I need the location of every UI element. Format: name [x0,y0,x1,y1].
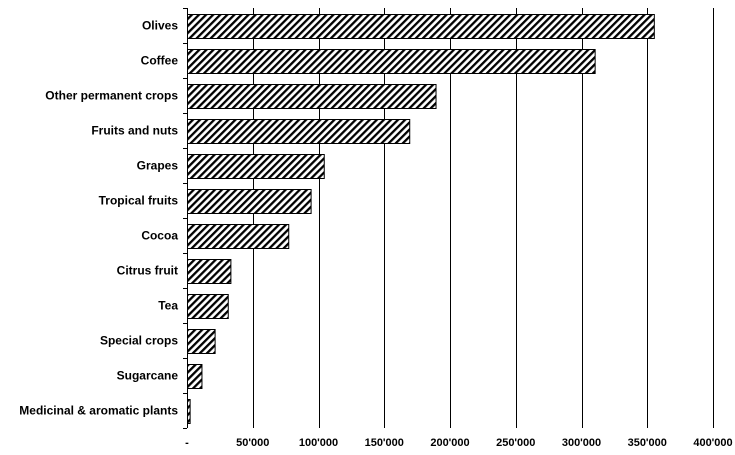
x-tick-label-1: 50'000 [236,437,269,449]
x-tick-label-8: 400'000 [693,437,732,449]
x-tick-label-7: 350'000 [628,437,667,449]
bar-10 [187,364,203,389]
x-tick-label-6: 300'000 [562,437,601,449]
x-tick-label-4: 200'000 [430,437,469,449]
bar-6 [187,224,290,249]
bar-7 [187,259,232,284]
x-tick-label-3: 150'000 [365,437,404,449]
bar-1 [187,49,596,74]
category-label-8: Tea [158,299,178,313]
bar-3 [187,119,411,144]
x-tick-label-0: - [185,437,189,449]
bar-9 [187,329,216,354]
category-label-0: Olives [142,19,178,33]
gridlines [253,8,714,428]
category-label-10: Sugarcane [117,369,179,383]
x-tick-label-2: 100'000 [299,437,338,449]
x-tick-label-5: 250'000 [496,437,535,449]
bar-0 [187,14,655,39]
category-label-2: Other permanent crops [45,89,178,103]
bar-2 [187,84,437,109]
axes [183,8,188,429]
category-label-4: Grapes [137,159,179,173]
bar-5 [187,189,312,214]
bar-8 [187,294,229,319]
x-tick-labels: - 50'000 100'000 150'000 200'000 250'000 300'0… [185,437,733,449]
bars [187,14,655,424]
category-label-11: Medicinal & aromatic plants [19,404,178,418]
category-label-1: Coffee [141,54,179,68]
category-labels: Olives Coffee Other permanent crops Fruits … [19,19,178,418]
category-label-6: Cocoa [141,229,178,243]
category-label-9: Special crops [100,334,178,348]
bar-4 [187,154,325,179]
category-label-5: Tropical fruits [99,194,179,208]
category-label-3: Fruits and nuts [91,124,178,138]
category-label-7: Citrus fruit [117,264,178,278]
